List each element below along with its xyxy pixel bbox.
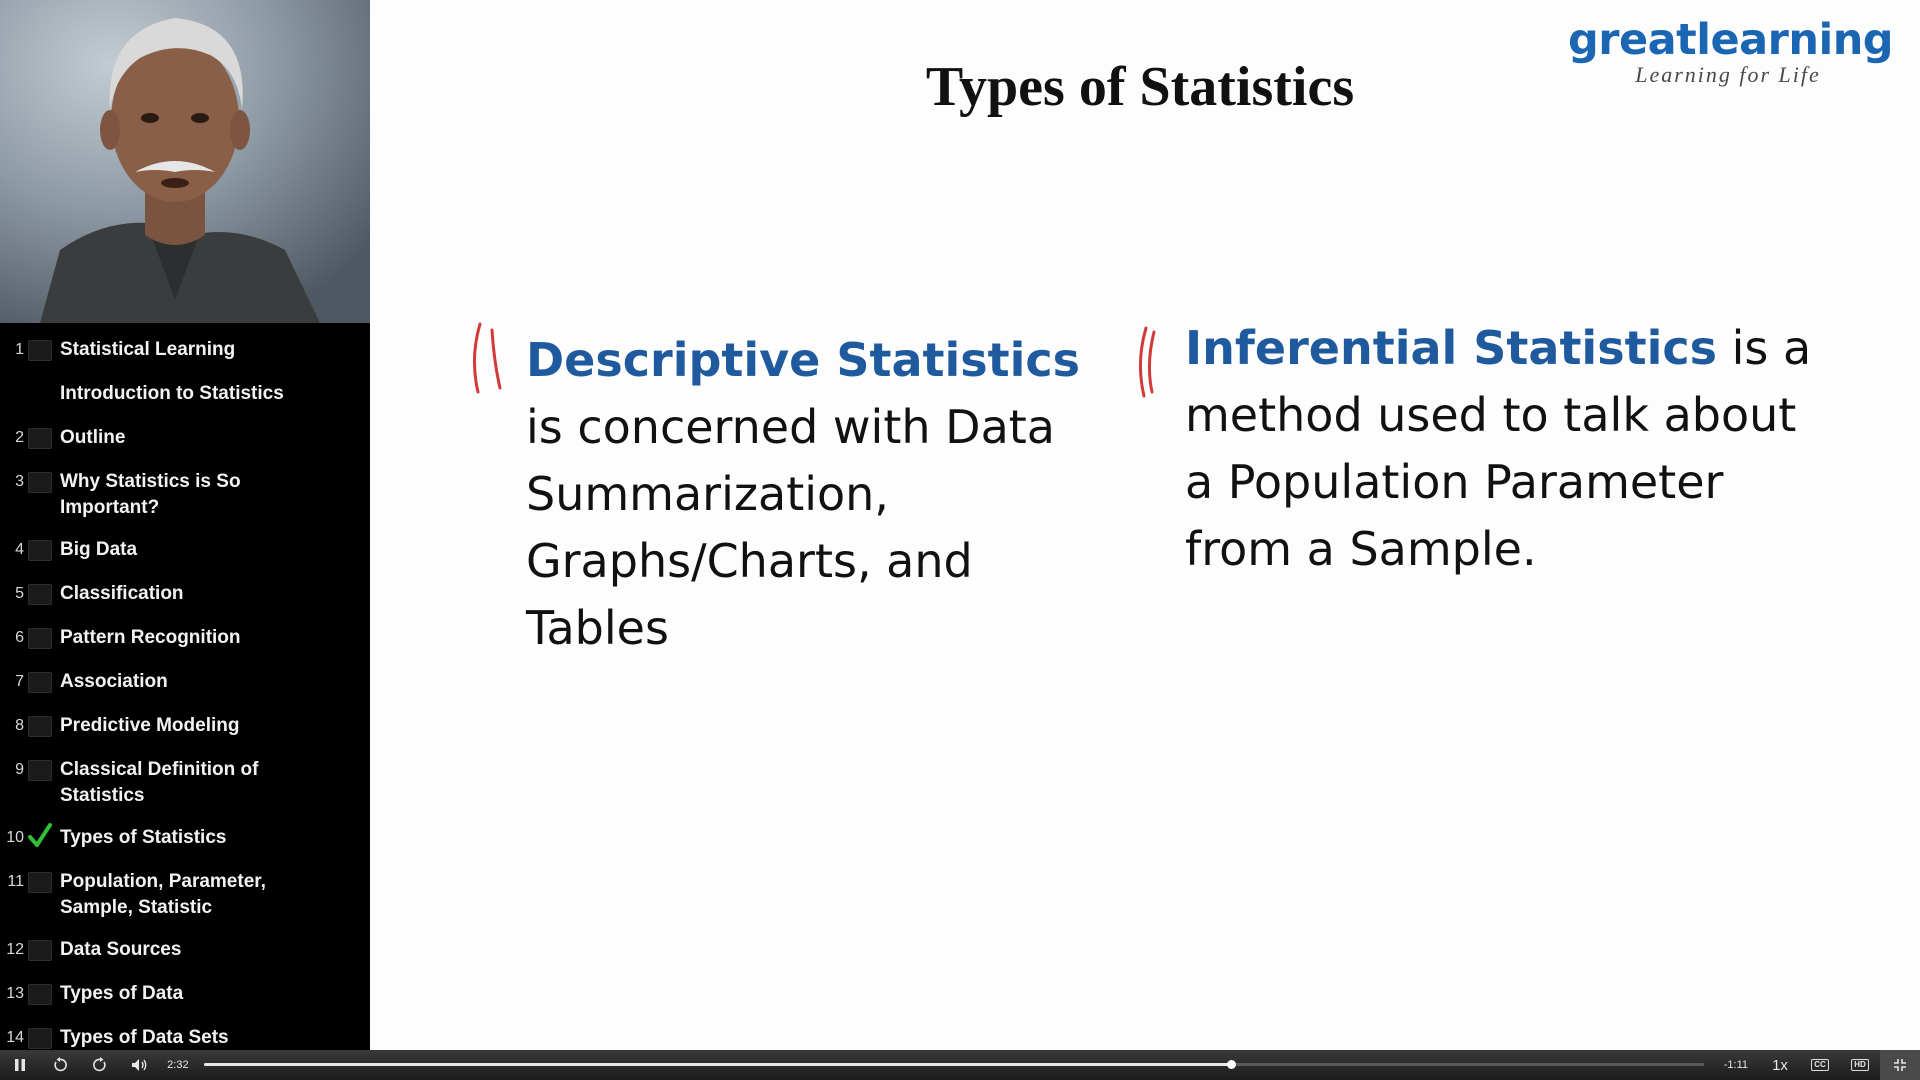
- seek-bar[interactable]: [203, 1050, 1704, 1080]
- chapter-item[interactable]: 6 Pattern Recognition: [0, 617, 370, 661]
- chapter-checkbox[interactable]: [28, 584, 52, 605]
- rewind-button[interactable]: [40, 1050, 80, 1080]
- captions-icon: CC: [1811, 1059, 1829, 1071]
- pause-icon: [15, 1059, 25, 1071]
- chapter-sidebar: 1 Statistical Learning Introduction to Sta…: [0, 0, 370, 1050]
- volume-button[interactable]: [120, 1050, 160, 1080]
- forward-icon: [93, 1057, 106, 1072]
- inferential-statistics-text: is a method used to talk about a Populat…: [1185, 321, 1812, 576]
- chapter-number: 2: [15, 429, 24, 446]
- player-controls: 2:32 -1:11 1x CC HD: [0, 1050, 1920, 1080]
- playback-speed-button[interactable]: 1x: [1772, 1056, 1788, 1074]
- slide: Types of Statistics greatlearning Learni…: [370, 0, 1920, 1050]
- chapter-number: 5: [15, 585, 24, 602]
- chapter-label: Predictive Modeling: [60, 715, 240, 736]
- descriptive-statistics-term: Descriptive Statistics: [526, 333, 1081, 387]
- chapter-item[interactable]: Introduction to Statistics: [0, 373, 370, 417]
- chapter-item[interactable]: 2 Outline: [0, 417, 370, 461]
- chapter-item[interactable]: 11 Population, Parameter, Sample, Statist…: [0, 861, 370, 929]
- pause-button[interactable]: [0, 1050, 40, 1080]
- chapter-number: 13: [6, 985, 24, 1002]
- remaining-time: -1:11: [1723, 1059, 1748, 1071]
- inferential-statistics-term: Inferential Statistics: [1185, 321, 1717, 375]
- chapter-checkbox[interactable]: [28, 540, 52, 561]
- chapter-number: 7: [15, 673, 24, 690]
- chapter-number: 8: [15, 717, 24, 734]
- ink-annotation-right: [1138, 326, 1156, 398]
- chapter-label: Classical Definition of Statistics: [60, 759, 259, 806]
- seek-track[interactable]: [203, 1063, 1704, 1066]
- chapter-spacer: [28, 384, 52, 405]
- volume-icon: [132, 1059, 147, 1071]
- chapter-number: 9: [15, 761, 24, 778]
- exit-fullscreen-icon: [1894, 1059, 1906, 1071]
- hd-icon: HD: [1851, 1059, 1869, 1071]
- descriptive-statistics-definition: Descriptive Statistics is concerned with…: [526, 327, 1086, 662]
- chapter-number: 3: [15, 473, 24, 490]
- chapter-number: 14: [6, 1029, 24, 1046]
- chapter-item[interactable]: 3 Why Statistics is So Important?: [0, 461, 370, 529]
- presenter-video: [0, 0, 370, 323]
- chapter-label: Association: [60, 671, 168, 692]
- chapter-item[interactable]: 7 Association: [0, 661, 370, 705]
- rewind-icon: [54, 1057, 67, 1072]
- chapter-checkbox[interactable]: [28, 716, 52, 737]
- chapter-item[interactable]: 5 Classification: [0, 573, 370, 617]
- chapter-checkbox[interactable]: [28, 760, 52, 781]
- chapter-number: 4: [15, 541, 24, 558]
- chapter-checkbox[interactable]: [28, 672, 52, 693]
- descriptive-statistics-text: is concerned with Data Summarization, Gr…: [526, 400, 1055, 655]
- chapter-label: Why Statistics is So Important?: [60, 471, 241, 518]
- presenter-image: [0, 0, 370, 323]
- chapter-checkbox[interactable]: [28, 428, 52, 449]
- ink-annotation-left: [472, 322, 502, 394]
- chapter-label: Statistical Learning: [60, 339, 236, 360]
- chapter-checkbox[interactable]: [28, 940, 52, 961]
- chapter-item[interactable]: 10 Types of Statistics: [0, 817, 370, 861]
- current-time: 2:32: [167, 1059, 189, 1071]
- quality-button[interactable]: HD: [1840, 1050, 1880, 1080]
- chapter-label: Types of Data: [60, 983, 184, 1004]
- logo-tagline: Learning for Life: [1635, 62, 1821, 87]
- chapter-label: Outline: [60, 427, 126, 448]
- chapter-item[interactable]: 1 Statistical Learning: [0, 329, 370, 373]
- seek-progress: [203, 1063, 1232, 1066]
- greatlearning-logo: greatlearning Learning for Life: [1568, 15, 1894, 87]
- chapter-number: 11: [7, 873, 24, 890]
- chapter-checkbox[interactable]: [28, 472, 52, 493]
- forward-button[interactable]: [80, 1050, 120, 1080]
- chapter-label: Types of Data Sets: [60, 1027, 229, 1048]
- captions-button[interactable]: CC: [1800, 1050, 1840, 1080]
- chapter-number: 10: [6, 829, 24, 846]
- chapter-label: Pattern Recognition: [60, 627, 241, 648]
- chapter-checkbox[interactable]: [28, 628, 52, 649]
- chapter-label: Types of Statistics: [60, 827, 227, 848]
- chapter-item[interactable]: 13 Types of Data: [0, 973, 370, 1017]
- chapter-label: Population, Parameter, Sample, Statistic: [60, 871, 266, 918]
- chapter-list: 1 Statistical Learning Introduction to Sta…: [0, 329, 370, 1050]
- chapter-label: Big Data: [60, 539, 138, 560]
- chapter-checkbox[interactable]: [28, 1028, 52, 1049]
- chapter-item[interactable]: 9 Classical Definition of Statistics: [0, 749, 370, 817]
- exit-fullscreen-button[interactable]: [1880, 1050, 1920, 1080]
- chapter-number: 1: [15, 341, 24, 358]
- chapter-label: Data Sources: [60, 939, 182, 960]
- chapter-checkbox[interactable]: [28, 984, 52, 1005]
- chapter-number: 12: [6, 941, 24, 958]
- slide-title: Types of Statistics: [925, 56, 1355, 118]
- inferential-statistics-definition: Inferential Statistics is a method used …: [1185, 315, 1825, 583]
- chapter-checkbox[interactable]: [28, 340, 52, 361]
- chapter-label: Classification: [60, 583, 184, 604]
- chapter-item[interactable]: 4 Big Data: [0, 529, 370, 573]
- chapter-item[interactable]: 8 Predictive Modeling: [0, 705, 370, 749]
- seek-handle[interactable]: [1227, 1060, 1237, 1069]
- chapter-label: Introduction to Statistics: [60, 383, 284, 404]
- chapter-number: 6: [15, 629, 24, 646]
- completed-checkmark-icon[interactable]: [28, 823, 52, 849]
- chapter-item[interactable]: 12 Data Sources: [0, 929, 370, 973]
- chapter-checkbox[interactable]: [28, 872, 52, 893]
- chapter-item[interactable]: 14 Types of Data Sets: [0, 1017, 370, 1050]
- logo-wordmark: greatlearning: [1568, 15, 1894, 65]
